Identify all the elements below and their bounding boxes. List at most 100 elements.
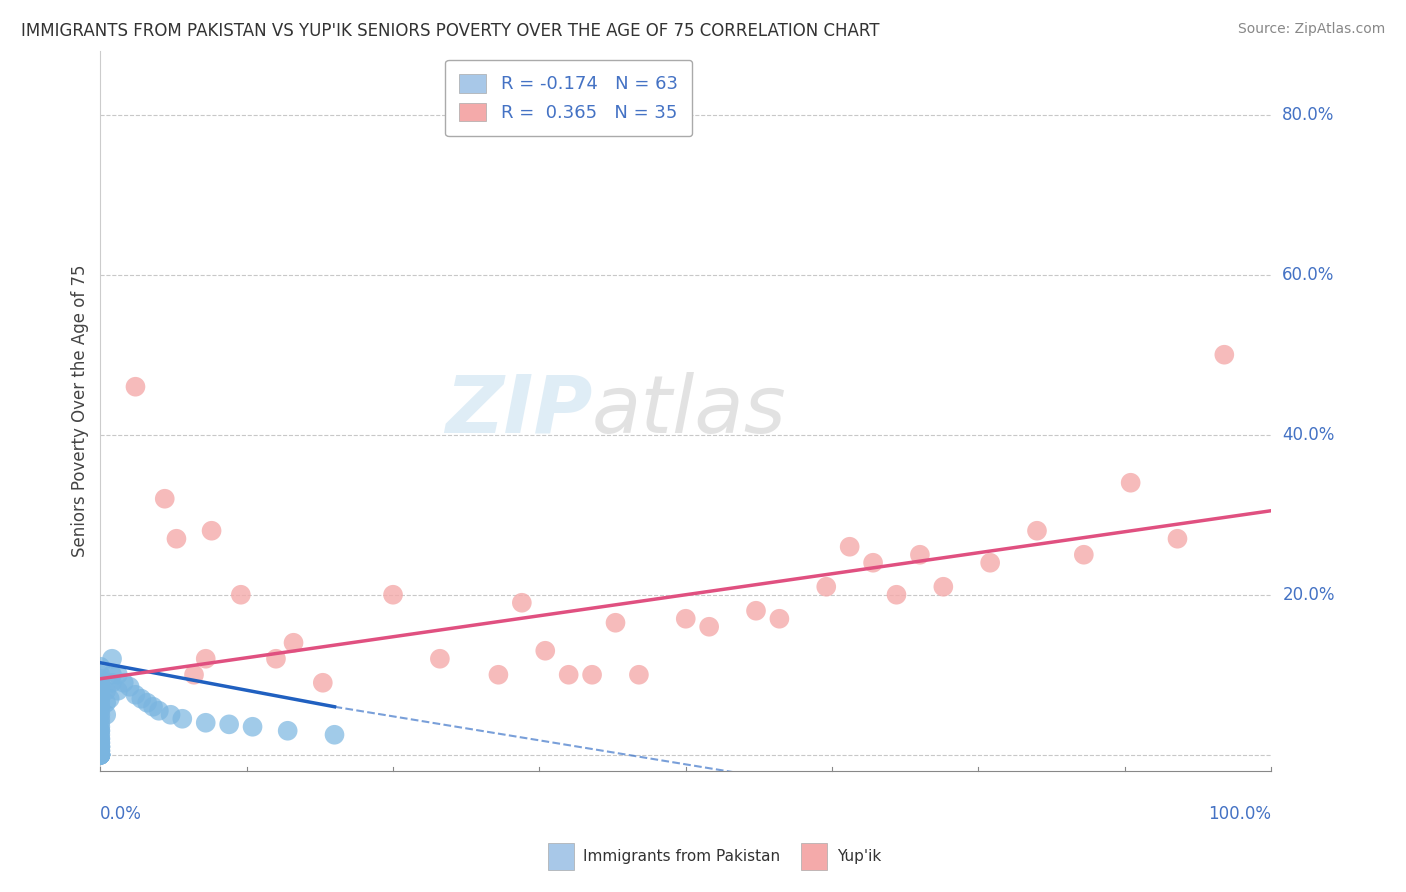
Text: Immigrants from Pakistan: Immigrants from Pakistan	[583, 849, 780, 863]
Point	[89, 659, 111, 673]
Point	[107, 667, 129, 681]
Point	[98, 691, 121, 706]
Point	[534, 644, 557, 658]
Point	[172, 712, 194, 726]
Legend: R = -0.174   N = 63, R =  0.365   N = 35: R = -0.174 N = 63, R = 0.365 N = 35	[444, 60, 692, 136]
Point	[979, 556, 1001, 570]
Point	[1213, 348, 1236, 362]
Point	[89, 747, 111, 762]
Point	[89, 739, 111, 754]
Point	[218, 717, 240, 731]
Point	[89, 744, 111, 758]
Point	[89, 667, 111, 681]
FancyBboxPatch shape	[801, 843, 827, 870]
Point	[124, 688, 146, 702]
Point	[96, 696, 118, 710]
Point	[89, 736, 111, 750]
Point	[1073, 548, 1095, 562]
Text: 60.0%: 60.0%	[1282, 266, 1334, 284]
Point	[768, 612, 790, 626]
Point	[1166, 532, 1188, 546]
FancyBboxPatch shape	[548, 843, 574, 870]
Point	[89, 675, 111, 690]
Point	[89, 728, 111, 742]
Point	[277, 723, 299, 738]
Point	[101, 675, 124, 690]
Point	[101, 667, 124, 681]
Point	[165, 532, 187, 546]
Point	[557, 667, 579, 681]
Point	[89, 739, 111, 754]
Point	[194, 715, 217, 730]
Point	[89, 731, 111, 746]
Point	[142, 699, 165, 714]
Point	[89, 747, 111, 762]
Point	[89, 712, 111, 726]
Point	[581, 667, 603, 681]
Text: Yup'ik: Yup'ik	[837, 849, 880, 863]
Point	[124, 380, 146, 394]
Point	[89, 739, 111, 754]
Point	[932, 580, 955, 594]
Point	[486, 667, 509, 681]
Point	[89, 680, 111, 694]
Point	[194, 652, 217, 666]
Point	[89, 739, 111, 754]
Point	[1026, 524, 1049, 538]
Text: 80.0%: 80.0%	[1282, 105, 1334, 124]
Text: Source: ZipAtlas.com: Source: ZipAtlas.com	[1237, 22, 1385, 37]
Point	[862, 556, 884, 570]
Point	[605, 615, 627, 630]
Point	[89, 736, 111, 750]
Point	[159, 707, 181, 722]
Point	[89, 672, 111, 686]
Point	[89, 747, 111, 762]
Point	[89, 744, 111, 758]
Point	[886, 588, 908, 602]
Point	[89, 707, 111, 722]
Text: 0.0%: 0.0%	[100, 805, 142, 823]
Point	[312, 675, 335, 690]
Point	[323, 728, 346, 742]
Point	[89, 747, 111, 762]
Point	[89, 691, 111, 706]
Text: ZIP: ZIP	[444, 372, 592, 450]
Point	[101, 652, 124, 666]
Point	[382, 588, 405, 602]
Point	[908, 548, 931, 562]
Point	[838, 540, 860, 554]
Point	[148, 704, 170, 718]
Point	[229, 588, 252, 602]
Point	[510, 596, 533, 610]
Point	[815, 580, 838, 594]
Text: 40.0%: 40.0%	[1282, 425, 1334, 443]
Point	[89, 704, 111, 718]
Point	[153, 491, 176, 506]
Y-axis label: Seniors Poverty Over the Age of 75: Seniors Poverty Over the Age of 75	[72, 264, 89, 557]
Point	[89, 747, 111, 762]
Point	[89, 747, 111, 762]
Point	[89, 747, 111, 762]
Point	[264, 652, 287, 666]
Point	[107, 683, 129, 698]
Point	[89, 747, 111, 762]
Point	[1119, 475, 1142, 490]
Point	[89, 747, 111, 762]
Point	[89, 699, 111, 714]
Point	[429, 652, 451, 666]
Point	[89, 696, 111, 710]
Point	[183, 667, 205, 681]
Point	[697, 620, 720, 634]
Point	[200, 524, 222, 538]
Point	[745, 604, 768, 618]
Point	[136, 696, 159, 710]
Point	[89, 723, 111, 738]
Point	[89, 747, 111, 762]
Text: 100.0%: 100.0%	[1208, 805, 1271, 823]
Point	[112, 675, 135, 690]
Point	[89, 720, 111, 734]
Point	[89, 731, 111, 746]
Point	[283, 636, 305, 650]
Point	[89, 747, 111, 762]
Point	[89, 683, 111, 698]
